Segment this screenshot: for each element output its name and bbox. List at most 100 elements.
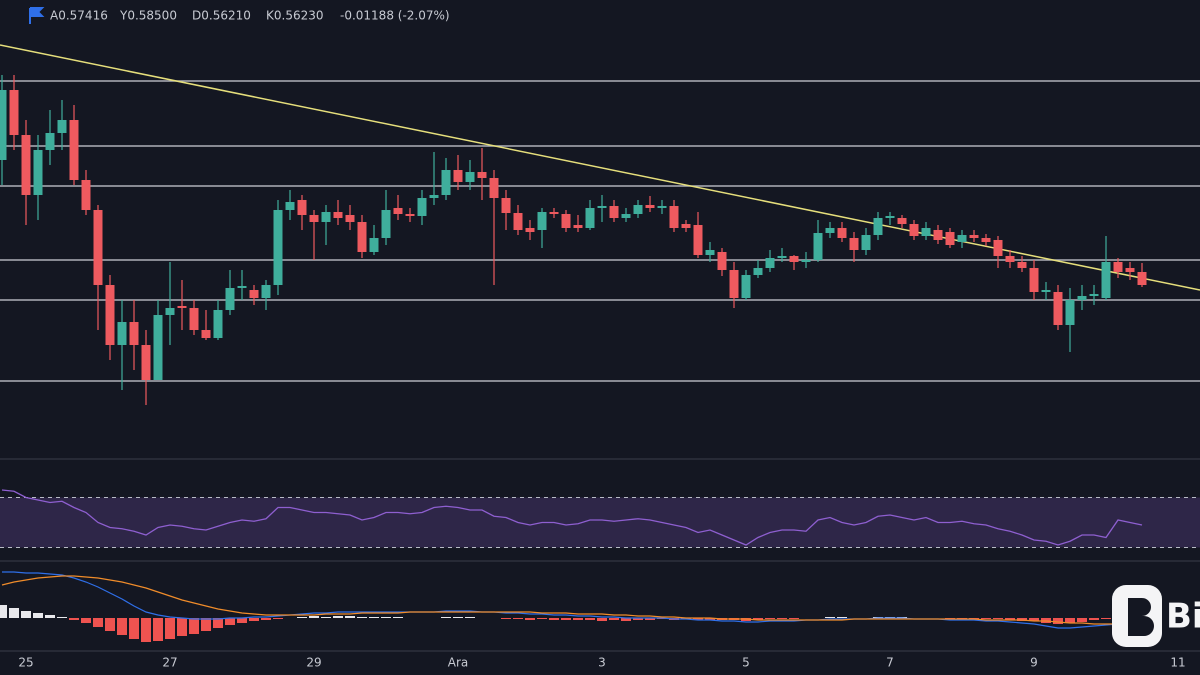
candle-body xyxy=(357,222,367,252)
candle-body xyxy=(669,206,679,228)
candle-body xyxy=(705,250,715,255)
macd-histogram-bar xyxy=(165,618,175,639)
candle-body xyxy=(1065,300,1075,325)
candle-body xyxy=(849,238,859,250)
candle-body xyxy=(645,205,655,208)
macd-histogram-bar xyxy=(537,618,547,619)
candle-body xyxy=(261,285,271,298)
macd-histogram-bar xyxy=(993,618,1003,619)
macd-histogram-bar xyxy=(573,618,583,620)
candle-body xyxy=(657,206,667,208)
candle-body xyxy=(537,212,547,230)
ohlc-label: Y0.58500 xyxy=(119,9,177,23)
candle-body xyxy=(81,180,91,210)
candle-body xyxy=(189,308,199,330)
macd-line xyxy=(1,575,1142,625)
macd-histogram-bar xyxy=(1077,618,1087,622)
macd-histogram-bar xyxy=(237,618,247,623)
macd-histogram-bar xyxy=(201,618,211,631)
macd-histogram-bar xyxy=(213,618,223,628)
macd-histogram-bar xyxy=(633,618,643,620)
candle-body xyxy=(273,210,283,285)
macd-histogram-bar xyxy=(1089,618,1099,620)
candle-body xyxy=(405,214,415,216)
macd-histogram-bar xyxy=(21,611,31,618)
candle-body xyxy=(513,213,523,230)
macd-histogram-bar xyxy=(441,617,451,618)
candle-body xyxy=(885,216,895,218)
macd-histogram-bar xyxy=(1101,618,1111,619)
macd-histogram-bar xyxy=(825,617,835,618)
candle-body xyxy=(909,224,919,236)
x-tick-label: 3 xyxy=(598,656,606,670)
candle-body xyxy=(981,238,991,242)
candle-body xyxy=(861,235,871,250)
candle-body xyxy=(57,120,67,133)
macd-histogram-bar xyxy=(501,618,511,619)
candle-body xyxy=(729,270,739,298)
candle-body xyxy=(21,135,31,195)
macd-histogram-bar xyxy=(1065,618,1075,623)
candle-body xyxy=(417,198,427,216)
candle-body xyxy=(309,215,319,222)
candle-body xyxy=(609,206,619,218)
candle-body xyxy=(573,225,583,228)
candle-body xyxy=(441,170,451,195)
candle-body xyxy=(1029,268,1039,292)
macd-histogram-bar xyxy=(837,617,847,618)
x-tick-label: 25 xyxy=(18,656,33,670)
candle-body xyxy=(681,224,691,228)
candle-body xyxy=(717,252,727,270)
rsi-line xyxy=(1,489,1143,546)
candle-body xyxy=(693,225,703,255)
candle-body xyxy=(969,235,979,238)
candle-body xyxy=(549,212,559,214)
macd-histogram-bar xyxy=(45,615,55,618)
candle-body xyxy=(321,212,331,222)
macd-histogram-bar xyxy=(597,618,607,621)
ohlc-label: D0.56210 xyxy=(192,9,251,23)
macd-histogram-bar xyxy=(525,618,535,620)
macd-histogram-bar xyxy=(561,618,571,620)
candle-body xyxy=(1137,272,1147,285)
candle-body xyxy=(129,322,139,345)
candle-body xyxy=(1053,292,1063,325)
candle-body xyxy=(237,286,247,288)
macd-histogram-bar xyxy=(0,605,7,618)
candle-body xyxy=(741,275,751,298)
macd-histogram-bar xyxy=(1029,618,1039,621)
x-tick-label: Ara xyxy=(448,656,469,670)
candle-body xyxy=(369,238,379,252)
candle-body xyxy=(1113,262,1123,272)
candle-body xyxy=(897,218,907,224)
candle-body xyxy=(1101,262,1111,298)
macd-histogram-bar xyxy=(357,617,367,618)
candle-body xyxy=(597,206,607,208)
x-tick-label: 7 xyxy=(886,656,894,670)
candle-body xyxy=(69,120,79,180)
macd-histogram-bar xyxy=(345,616,355,618)
macd-line xyxy=(2,571,1143,629)
candle-body xyxy=(621,214,631,218)
candle-body xyxy=(117,322,127,345)
macd-histogram-bar xyxy=(309,616,319,618)
flag-icon xyxy=(29,7,45,24)
candle-body xyxy=(429,195,439,198)
x-tick-label: 29 xyxy=(306,656,321,670)
candle-body xyxy=(561,214,571,228)
macd-histogram-bar xyxy=(9,608,19,618)
candle-body xyxy=(813,233,823,260)
macd-histogram-bar xyxy=(585,618,595,620)
macd-histogram-bar xyxy=(273,618,283,619)
candle-body xyxy=(1017,262,1027,268)
candle-body xyxy=(165,308,175,315)
macd-histogram-bar xyxy=(693,618,703,620)
candle-body xyxy=(141,345,151,380)
macd-histogram-bar xyxy=(225,618,235,625)
macd-histogram-bar xyxy=(297,617,307,618)
macd-histogram-bar xyxy=(369,617,379,618)
macd-histogram-bar xyxy=(981,618,991,619)
candle-body xyxy=(1125,268,1135,272)
macd-histogram-bar xyxy=(645,618,655,620)
